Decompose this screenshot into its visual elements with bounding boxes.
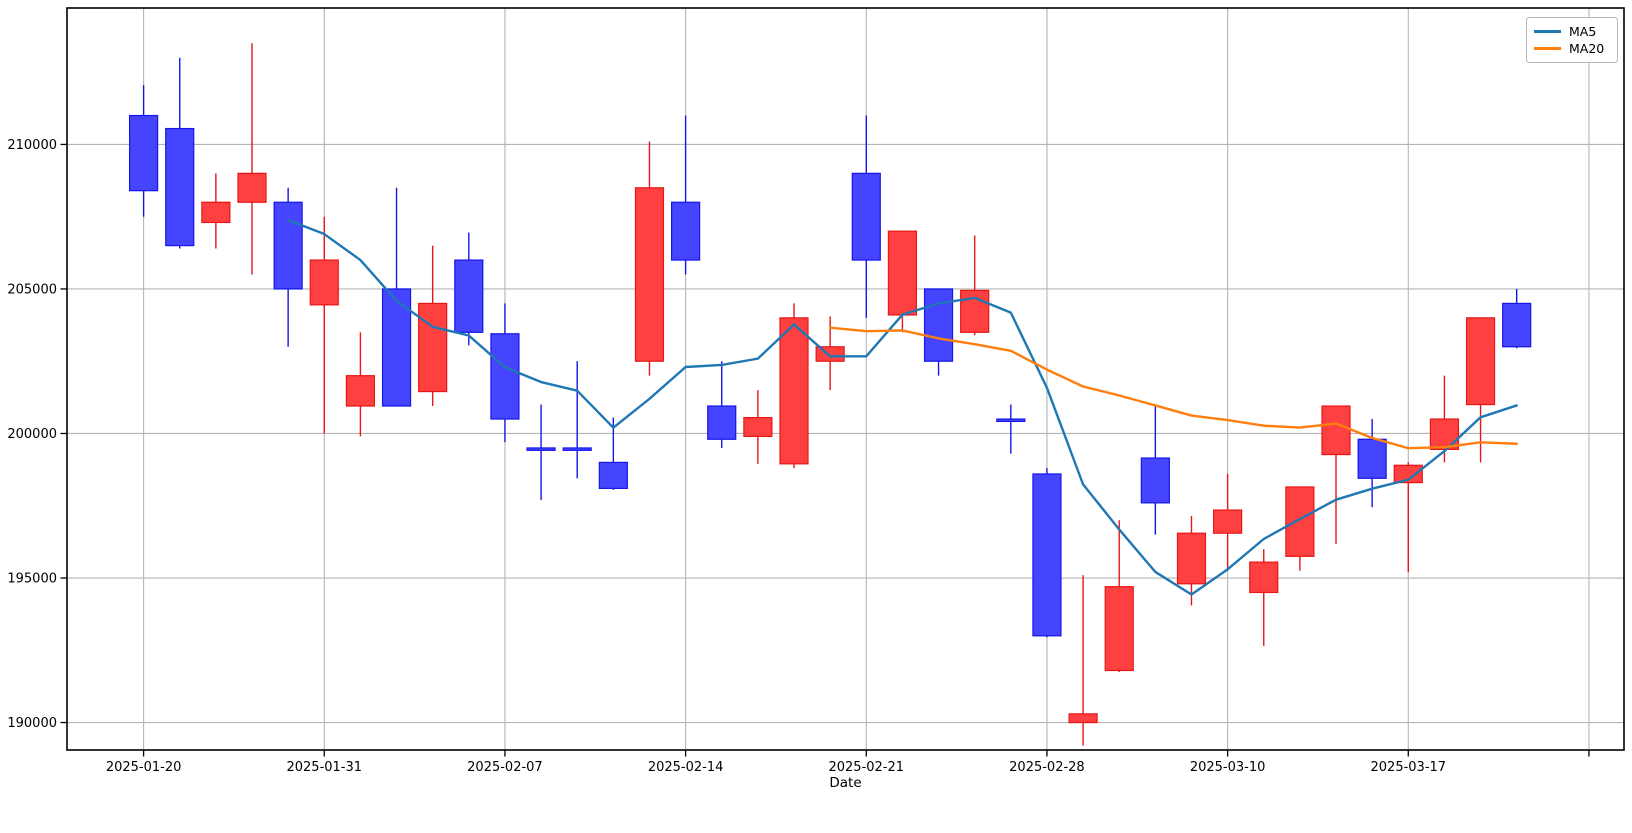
candle-down: [165, 127, 195, 247]
x-tick-label: 2025-01-31: [286, 760, 362, 775]
candle-up: [345, 375, 376, 407]
candle-up: [960, 289, 990, 333]
candle-down: [273, 201, 303, 290]
candle-up: [418, 302, 448, 393]
x-tick-label: 2025-02-14: [648, 760, 724, 775]
candle-down: [1502, 302, 1532, 348]
candle-down: [996, 418, 1026, 423]
candle-up: [1176, 532, 1207, 585]
candle-down: [1357, 438, 1387, 479]
candle-up: [634, 187, 665, 362]
candle-down: [707, 405, 737, 440]
candle-down: [562, 447, 592, 451]
candle-down: [923, 288, 954, 362]
candle-up: [1429, 418, 1460, 450]
candle-up: [237, 172, 267, 203]
candle-down: [129, 114, 159, 192]
candle-up: [1104, 586, 1134, 672]
ma5-line-swatch: [1534, 30, 1561, 33]
candle-up: [1068, 713, 1098, 724]
legend-label-ma5: MA5: [1569, 24, 1597, 39]
candle-up: [1393, 464, 1423, 484]
candle-up: [1213, 509, 1243, 534]
x-tick-label: 2025-01-20: [106, 760, 182, 775]
y-tick-label: 190000: [7, 716, 57, 731]
legend-label-ma20: MA20: [1569, 41, 1605, 56]
candle-down: [454, 259, 484, 333]
candle-up: [1321, 405, 1351, 456]
candle-down: [490, 333, 520, 420]
x-tick-label: 2025-02-21: [828, 760, 904, 775]
candle-down: [598, 461, 628, 490]
y-tick-label: 205000: [7, 282, 57, 297]
candle-up: [309, 259, 339, 306]
candle-up: [201, 201, 231, 224]
candle-down: [1140, 457, 1170, 504]
candle-down: [1032, 473, 1062, 637]
y-tick-label: 200000: [7, 427, 57, 442]
candle-up: [779, 317, 809, 465]
candle-up: [743, 416, 773, 437]
x-tick-label: 2025-03-17: [1371, 760, 1447, 775]
candle-down: [526, 447, 556, 451]
x-tick-label: 2025-03-10: [1190, 760, 1266, 775]
candle-down: [851, 172, 881, 261]
ma5-line: [286, 218, 1518, 596]
candle-down: [671, 201, 701, 261]
ma20-line-swatch: [1534, 47, 1561, 50]
plot-border: [66, 7, 1625, 751]
legend-entry-ma5: MA5: [1534, 23, 1609, 40]
legend: MA5 MA20: [1526, 17, 1618, 63]
candle-up: [1249, 561, 1279, 594]
y-tick-label: 195000: [7, 572, 57, 587]
y-tick-label: 210000: [7, 138, 57, 153]
x-tick-label: 2025-02-07: [467, 760, 543, 775]
candle-up: [887, 230, 918, 316]
x-tick-label: 2025-02-28: [1009, 760, 1085, 775]
candle-up: [1285, 486, 1315, 557]
candle-up: [1465, 317, 1496, 406]
x-axis-title: Date: [829, 775, 862, 791]
ma20-line: [828, 326, 1518, 450]
legend-entry-ma20: MA20: [1534, 40, 1609, 57]
